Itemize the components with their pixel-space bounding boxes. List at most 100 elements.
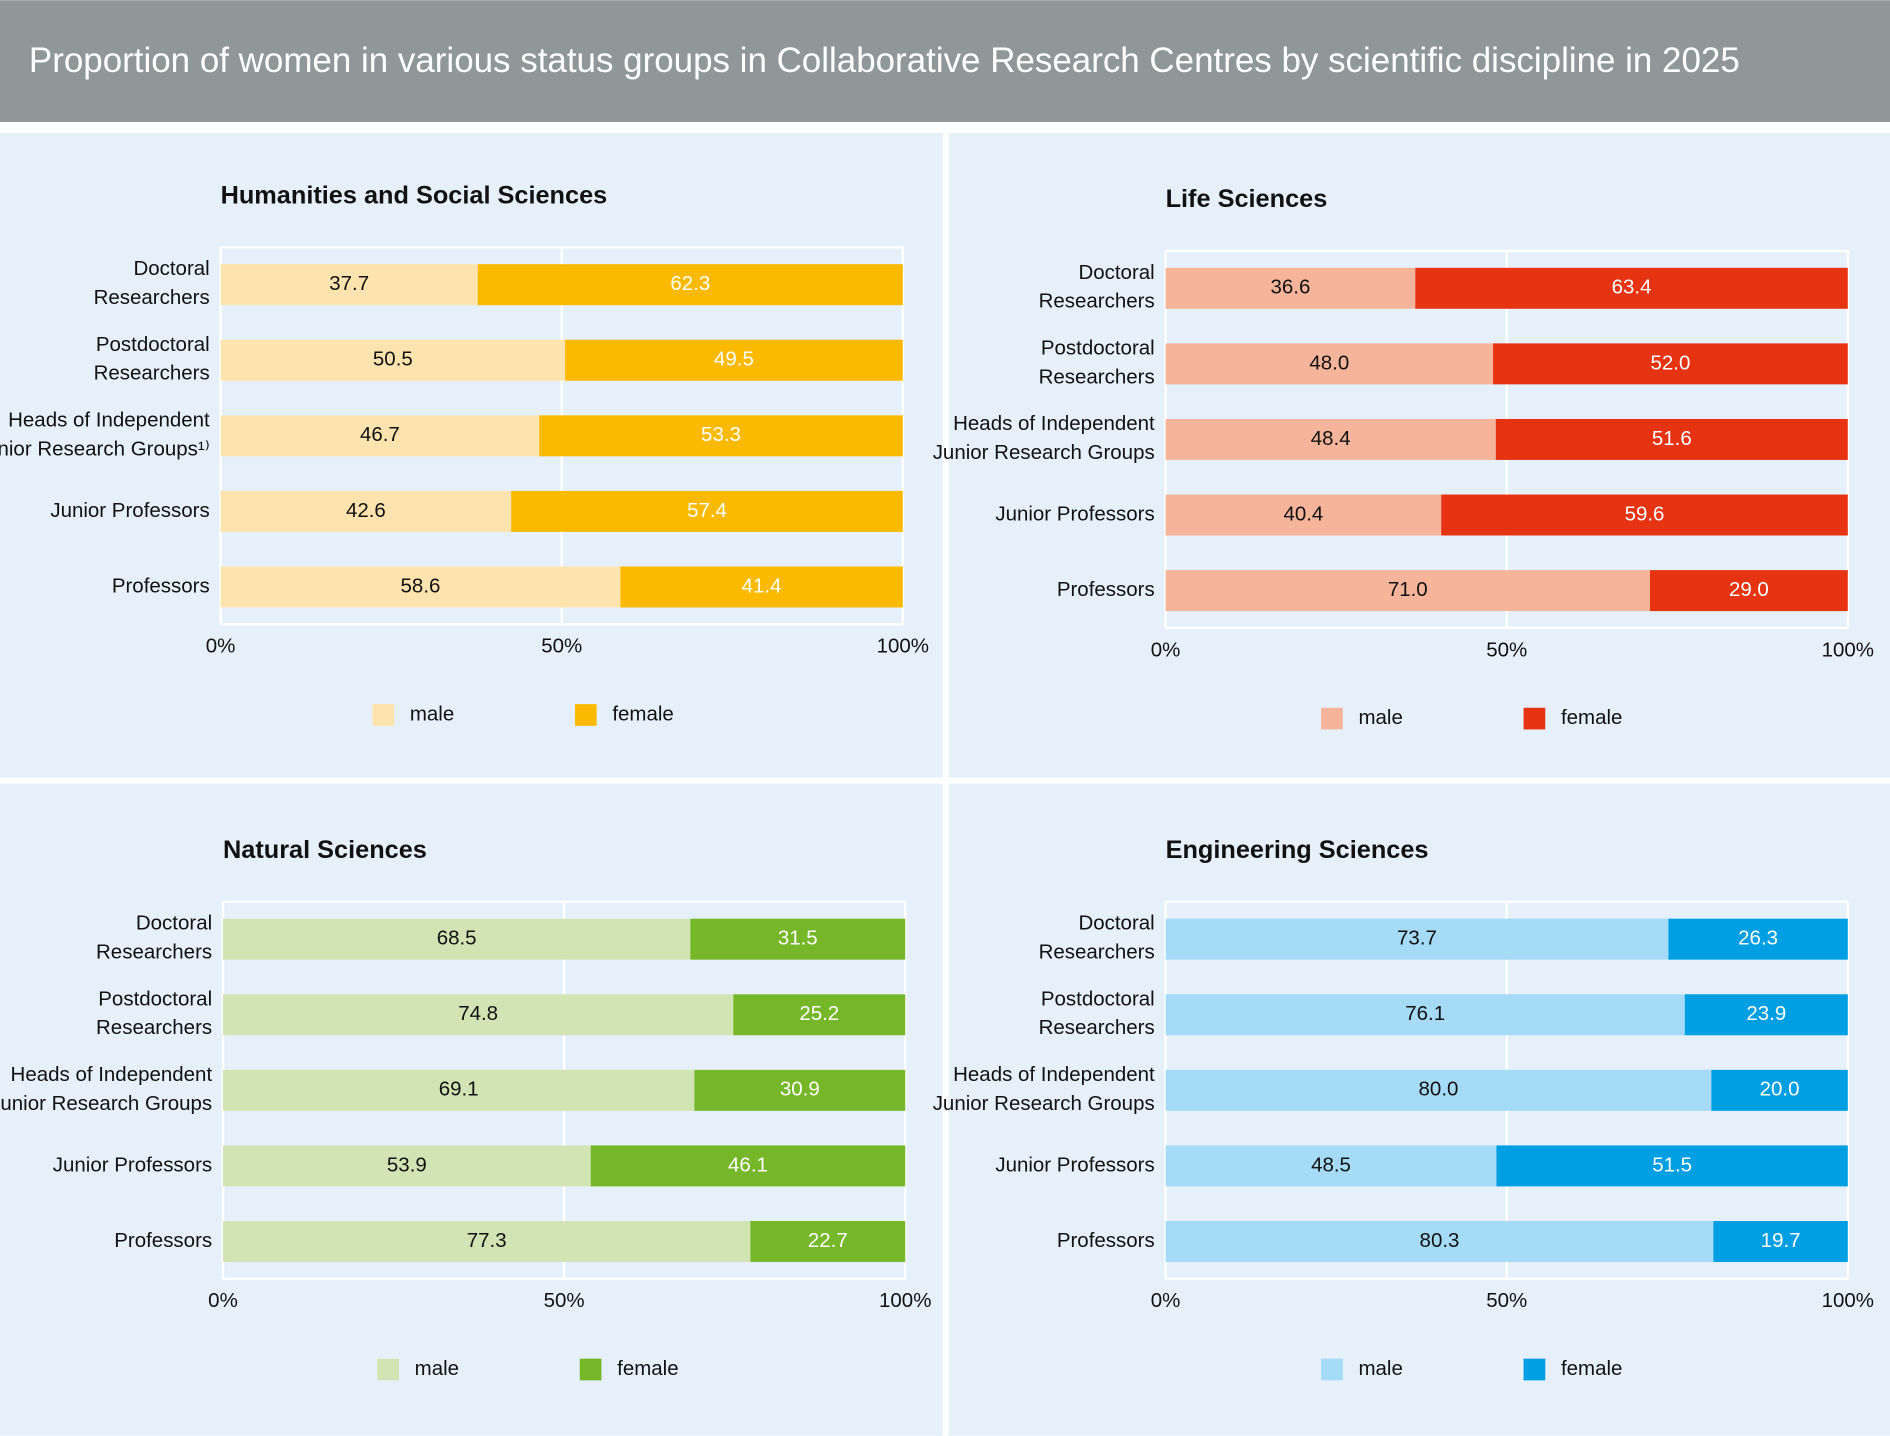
legend-label: male (1358, 1357, 1402, 1380)
legend-swatch (574, 704, 597, 726)
bar-segment (220, 415, 540, 457)
legend-swatch (1321, 707, 1343, 730)
page-title: Proportion of women in various status gr… (29, 41, 1740, 80)
bar-segment (220, 566, 621, 608)
value-label: 46.7 (360, 423, 400, 446)
bar-segment (1165, 1145, 1497, 1187)
bar-segment (1649, 570, 1848, 612)
value-label: 26.3 (1738, 927, 1778, 950)
bar-segment (590, 1145, 906, 1187)
bar-segment (1441, 494, 1848, 536)
bar-segment (1165, 1220, 1714, 1262)
bar-segment (511, 490, 903, 532)
y-tick-label: Postdoctoral Researchers (96, 988, 212, 1040)
value-label: 57.4 (687, 499, 727, 522)
value-label: 76.1 (1405, 1002, 1445, 1025)
bar-segment (222, 918, 691, 960)
y-tick-label: Doctoral Researchers (94, 258, 210, 310)
value-label: 53.3 (701, 423, 741, 446)
bar-segment (1165, 570, 1650, 612)
bar-segment (1493, 343, 1848, 385)
legend-swatch (1321, 1358, 1343, 1381)
bar-segment (1711, 1069, 1848, 1111)
legend-label: female (1561, 1357, 1622, 1380)
x-tick-label: 0% (208, 1289, 238, 1312)
value-label: 62.3 (670, 272, 710, 295)
panel-title: Engineering Sciences (1166, 836, 1429, 864)
panel-title: Natural Sciences (223, 836, 427, 864)
y-tick-label: Doctoral Researchers (96, 912, 212, 964)
value-label: 53.9 (387, 1153, 427, 1176)
bar-segment (1165, 343, 1494, 385)
value-label: 48.0 (1309, 351, 1349, 374)
y-tick-label: Junior Professors (995, 502, 1154, 525)
legend-label: male (410, 702, 454, 725)
y-tick-label: Doctoral Researchers (1039, 912, 1155, 964)
value-label: 71.0 (1388, 578, 1428, 601)
value-label: 48.4 (1311, 427, 1351, 450)
value-label: 58.6 (401, 574, 441, 597)
x-tick-label: 50% (1486, 1289, 1527, 1312)
y-tick-label: Postdoctoral Researchers (94, 333, 210, 385)
value-label: 22.7 (808, 1229, 848, 1252)
y-tick-label: Professors (1057, 578, 1155, 601)
x-tick-label: 50% (1486, 638, 1527, 661)
bar-segment (1713, 1220, 1848, 1262)
value-label: 20.0 (1760, 1078, 1800, 1101)
bar-segment (222, 1220, 751, 1262)
x-tick-label: 100% (1822, 1289, 1874, 1312)
value-label: 46.1 (728, 1153, 768, 1176)
legend-label: male (1358, 706, 1402, 729)
legend-label: female (1561, 706, 1622, 729)
bar-segment (1165, 418, 1496, 460)
bar-segment (220, 264, 478, 306)
x-tick-label: 100% (877, 635, 929, 658)
value-label: 30.9 (780, 1078, 820, 1101)
x-tick-label: 0% (1151, 1289, 1181, 1312)
bar-segment (1165, 267, 1416, 309)
bar-segment (477, 264, 903, 306)
y-tick-label: Professors (114, 1229, 212, 1252)
x-tick-label: 0% (1151, 638, 1181, 661)
header-band (0, 0, 1890, 122)
x-tick-label: 100% (879, 1289, 931, 1312)
y-tick-label: Doctoral Researchers (1039, 261, 1155, 313)
bar-segment (539, 415, 903, 457)
y-tick-label: Junior Professors (53, 1153, 212, 1176)
panel-title: Humanities and Social Sciences (221, 181, 608, 209)
value-label: 41.4 (742, 574, 782, 597)
bar-segment (1668, 918, 1848, 960)
panel-title: Life Sciences (1166, 185, 1328, 213)
x-tick-label: 50% (541, 635, 582, 658)
y-tick-label: Junior Professors (50, 499, 209, 522)
legend-swatch (1523, 707, 1546, 730)
bar-segment (750, 1220, 906, 1262)
value-label: 73.7 (1397, 927, 1437, 950)
value-label: 77.3 (467, 1229, 507, 1252)
bar-segment (1496, 1145, 1848, 1187)
bar-segment (733, 994, 906, 1036)
y-tick-label: Postdoctoral Researchers (1039, 988, 1155, 1040)
legend-swatch (377, 1358, 399, 1381)
value-label: 51.6 (1652, 427, 1692, 450)
x-tick-label: 50% (544, 1289, 585, 1312)
value-label: 74.8 (458, 1002, 498, 1025)
value-label: 49.5 (714, 348, 754, 371)
legend-swatch (372, 704, 395, 726)
value-label: 40.4 (1283, 502, 1323, 525)
bar-segment (222, 1069, 695, 1111)
value-label: 42.6 (346, 499, 386, 522)
value-label: 31.5 (778, 927, 818, 950)
legend-label: male (415, 1357, 459, 1380)
value-label: 36.6 (1270, 276, 1310, 299)
value-label: 50.5 (373, 348, 413, 371)
bar-segment (690, 918, 906, 960)
value-label: 29.0 (1729, 578, 1769, 601)
bar-segment (222, 1145, 591, 1187)
value-label: 69.1 (439, 1078, 479, 1101)
value-label: 25.2 (799, 1002, 839, 1025)
y-tick-label: Junior Professors (995, 1153, 1154, 1176)
value-label: 59.6 (1625, 502, 1665, 525)
